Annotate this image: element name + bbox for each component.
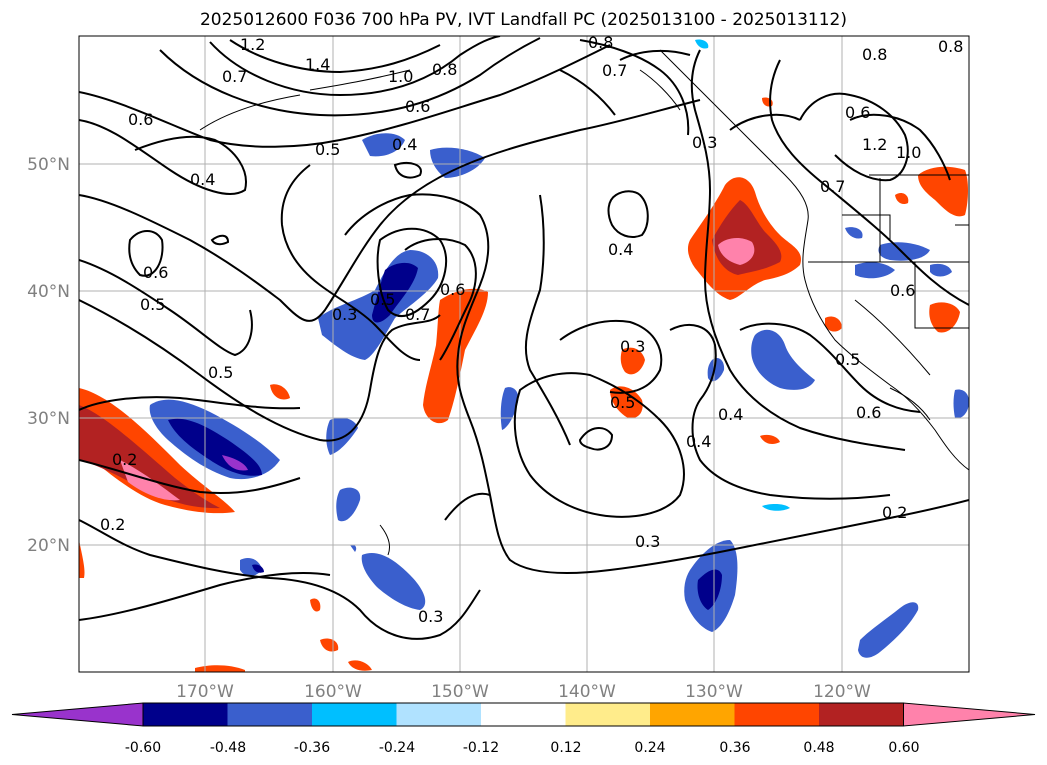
- contour-label: 1.0: [896, 143, 921, 162]
- contour-label: 0.5: [610, 393, 635, 412]
- contour-label: 0.6: [405, 97, 430, 116]
- contour-label: 0.8: [938, 37, 963, 56]
- contour-label: 0.6: [845, 103, 870, 122]
- contour-label: 0.6: [856, 403, 881, 422]
- colorbar-tick-label: 0.60: [888, 740, 919, 756]
- map-title: 2025012600 F036 700 hPa PV, IVT Landfall…: [199, 10, 847, 30]
- contour-label: 1.2: [240, 35, 265, 54]
- lat-label: 40°N: [27, 282, 70, 302]
- lon-label: 150°W: [431, 682, 489, 702]
- contour-label: 0.7: [405, 305, 430, 324]
- lat-label: 50°N: [27, 155, 70, 175]
- map-gridlines: [79, 36, 969, 672]
- contour-label: 0.6: [890, 281, 915, 300]
- contour-label: 0.5: [835, 350, 860, 369]
- latitude-axis: 50°N 40°N 30°N 20°N: [27, 155, 70, 556]
- contour-label: 0.3: [635, 532, 660, 551]
- contour-label: 0.3: [332, 305, 357, 324]
- contour-label: 0.2: [882, 503, 907, 522]
- colorbar-segment: [481, 703, 566, 726]
- colorbar-segment: [143, 703, 228, 726]
- colorbar-extension-max: [903, 702, 1036, 727]
- colorbar-segment: [650, 703, 735, 726]
- contour-label: 0.4: [686, 432, 711, 451]
- lat-label: 20°N: [27, 536, 70, 556]
- lon-label: 160°W: [304, 682, 362, 702]
- contour-label: 0.4: [608, 240, 633, 259]
- positive-anomaly-west: [79, 388, 235, 514]
- pv-contours: [79, 36, 969, 640]
- colorbar-segment: [227, 703, 313, 726]
- contour-label: 0.4: [190, 170, 215, 189]
- contour-label: 0.8: [862, 45, 887, 64]
- contour-label: 0.5: [315, 140, 340, 159]
- contour-label: 0.5: [140, 295, 165, 314]
- contour-label: 0.4: [392, 135, 417, 154]
- lon-label: 170°W: [176, 682, 234, 702]
- contour-label: 0.8: [588, 33, 613, 52]
- colorbar: [11, 702, 1036, 727]
- colorbar-tick-label: 0.12: [550, 740, 581, 756]
- contour-label: 0.6: [440, 280, 465, 299]
- colorbar-outline: [142, 702, 904, 727]
- contour-label: 0.7: [602, 61, 627, 80]
- lon-label: 140°W: [558, 682, 616, 702]
- contour-label: 0.2: [100, 515, 125, 534]
- map-border: [78, 35, 970, 673]
- contour-label: 0.5: [208, 363, 233, 382]
- lon-label: 120°W: [813, 682, 871, 702]
- lon-label: 130°W: [685, 682, 743, 702]
- contour-label: 0.5: [370, 290, 395, 309]
- contour-label: 0.3: [692, 133, 717, 152]
- colorbar-ticks: -0.60 -0.48 -0.36 -0.24 -0.12 0.12 0.24 …: [125, 740, 920, 756]
- colorbar-segment: [396, 703, 482, 726]
- map-panel: [79, 36, 969, 672]
- contour-label: 0.7: [820, 177, 845, 196]
- contour-label: 0.3: [418, 607, 443, 626]
- colorbar-tick-label: -0.48: [210, 740, 246, 756]
- filled-anomalies: [79, 39, 969, 672]
- longitude-axis: 170°W 160°W 150°W 140°W 130°W 120°W: [176, 682, 871, 702]
- colorbar-tick-label: 0.48: [803, 740, 834, 756]
- contour-label: 1.0: [388, 67, 413, 86]
- contour-label-group: 1.2 0.7 1.4 1.0 0.8 0.6 0.6 0.5 0.4 0.4 …: [100, 33, 963, 626]
- contour-label: 0.6: [143, 263, 168, 282]
- colorbar-tick-label: -0.12: [463, 740, 499, 756]
- colorbar-tick-label: -0.60: [125, 740, 161, 756]
- contour-label: 0.4: [718, 405, 743, 424]
- colorbar-tick-label: 0.36: [719, 740, 750, 756]
- contour-label: 0.6: [128, 110, 153, 129]
- contour-label: 1.2: [862, 135, 887, 154]
- positive-anomaly-150w: [423, 288, 488, 424]
- colorbar-tick-label: 0.24: [634, 740, 665, 756]
- contour-label: 1.4: [305, 55, 330, 74]
- colorbar-tick-label: -0.36: [294, 740, 330, 756]
- contour-label: 0.3: [620, 337, 645, 356]
- coastlines: [199, 49, 969, 556]
- colorbar-segment: [565, 703, 651, 726]
- colorbar-extension-min: [11, 702, 144, 727]
- contour-label: 0.2: [112, 450, 137, 469]
- colorbar-segment: [734, 703, 820, 726]
- colorbar-tick-label: -0.24: [379, 740, 415, 756]
- contour-label: 0.7: [222, 67, 247, 86]
- lat-label: 30°N: [27, 409, 70, 429]
- colorbar-segment: [312, 703, 397, 726]
- contour-label: 0.8: [432, 60, 457, 79]
- colorbar-segment: [819, 703, 904, 726]
